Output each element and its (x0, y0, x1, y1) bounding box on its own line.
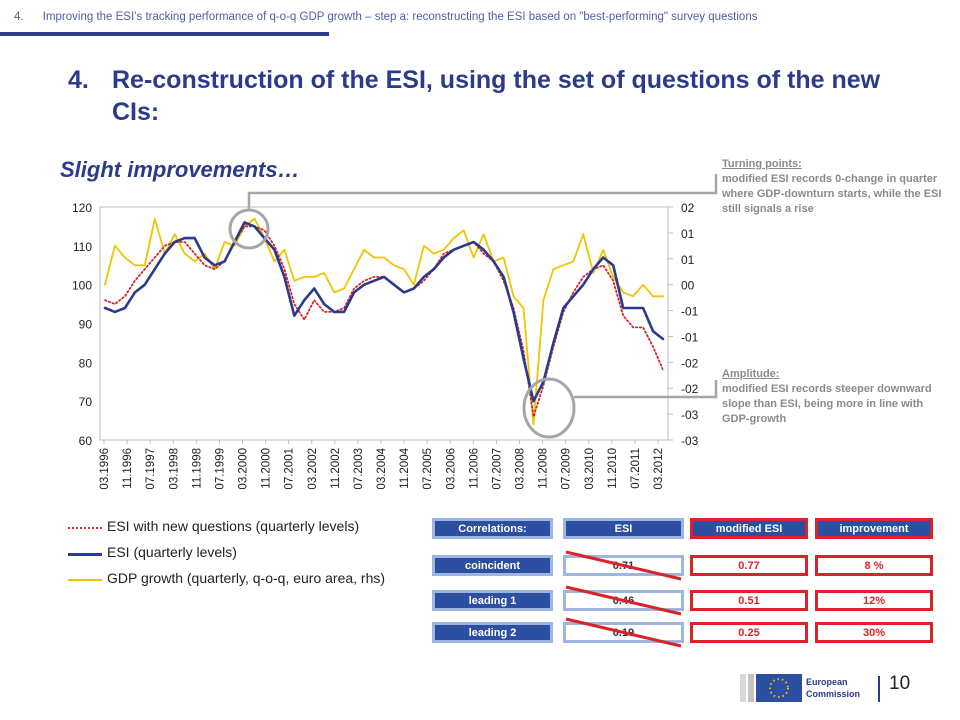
corr-improvement-leading2: 30% (815, 622, 933, 643)
left-tick-label: 80 (79, 356, 93, 370)
x-tick-label: 03.2000 (238, 448, 250, 490)
turning-points-note: Turning points: modified ESI records 0-c… (722, 157, 944, 217)
corr-improvement-coincident: 8 % (815, 555, 933, 576)
corr-improvement-leading1: 12% (815, 590, 933, 611)
left-tick-label: 120 (72, 201, 92, 215)
corr-esi-leading1: 0.46 (563, 590, 684, 611)
x-tick-label: 07.2001 (284, 448, 296, 490)
right-tick-label: 02 (681, 201, 695, 215)
legend-label-gdp: GDP growth (quarterly, q-o-q, euro area,… (107, 570, 386, 586)
corr-header-label: Correlations: (432, 518, 553, 539)
top-header-bar: 4. Improving the ESI’s tracking performa… (0, 0, 960, 36)
turning-point-callout-line (247, 174, 718, 210)
x-tick-label: 07.1999 (214, 448, 226, 490)
footer-separator (878, 676, 880, 702)
header-underline (0, 32, 329, 36)
left-tick-label: 100 (72, 279, 92, 293)
turning-points-heading: Turning points: (722, 158, 802, 170)
series-line-modified-esi (104, 225, 664, 418)
x-tick-label: 03.2010 (584, 448, 596, 490)
corr-row-label-coincident: coincident (432, 555, 553, 576)
x-tick-label: 03.2002 (307, 448, 319, 490)
x-tick-label: 11.1998 (191, 448, 203, 489)
left-tick-label: 90 (79, 318, 93, 332)
right-tick-label: -01 (681, 305, 699, 319)
legend-item-esi: ESI (quarterly levels) (68, 543, 438, 563)
corr-header-esi: ESI (563, 518, 684, 539)
page-number: 10 (889, 673, 911, 694)
x-tick-label: 07.2007 (491, 448, 503, 490)
european-commission-logo: European Commission (740, 673, 870, 708)
x-tick-label: 11.2006 (468, 448, 480, 489)
legend-item-modified-esi: ESI with new questions (quarterly levels… (68, 517, 438, 537)
series-line-gdp (104, 217, 664, 426)
x-tick-label: 07.2005 (422, 448, 434, 490)
breadcrumb: 4. Improving the ESI’s tracking performa… (14, 11, 758, 23)
x-tick-label: 07.1997 (145, 448, 157, 490)
left-tick-label: 60 (79, 434, 93, 448)
legend-swatch-modified-esi (68, 527, 102, 529)
x-tick-label: 11.2008 (538, 448, 550, 489)
right-tick-label: -02 (681, 382, 699, 396)
corr-header-improvement: improvement (815, 518, 933, 539)
x-tick-label: 11.2000 (261, 448, 273, 489)
slide-subtitle: Slight improvements… (60, 157, 300, 182)
left-tick-label: 70 (79, 395, 93, 409)
logo-text-commission: Commission (806, 689, 860, 699)
right-tick-label: 01 (681, 253, 695, 267)
amplitude-circle (522, 377, 576, 439)
right-tick-label: -01 (681, 330, 699, 344)
corr-esi-coincident: 0.71 (563, 555, 684, 576)
logo-text-european: European (806, 677, 848, 687)
legend-label-modified-esi: ESI with new questions (quarterly levels… (107, 518, 360, 534)
corr-modified-leading2: 0.25 (690, 622, 808, 643)
x-tick-label: 03.2004 (376, 447, 388, 489)
corr-modified-coincident: 0.77 (690, 555, 808, 576)
right-tick-label: -03 (681, 408, 699, 422)
eu-flag-icon: European Commission (740, 674, 860, 702)
amplitude-callout-line (574, 380, 718, 399)
slide-title-text: Re-construction of the ESI, using the se… (112, 66, 881, 126)
right-tick-label: -03 (681, 434, 699, 448)
corr-esi-leading2: 0.19 (563, 622, 684, 643)
x-tick-label: 11.2004 (399, 447, 411, 488)
turning-points-text: modified ESI records 0-change in quarter… (722, 173, 942, 215)
right-tick-label: 01 (681, 227, 695, 241)
amplitude-heading: Amplitude: (722, 368, 780, 380)
legend-swatch-gdp (68, 579, 102, 581)
x-tick-label: 07.2009 (561, 448, 573, 490)
left-tick-label: 110 (73, 240, 92, 254)
corr-row-label-leading1: leading 1 (432, 590, 553, 611)
x-tick-label: 07.2003 (353, 448, 365, 490)
x-tick-label: 03.1998 (168, 448, 180, 490)
x-tick-label: 03.1996 (99, 448, 111, 490)
x-tick-label: 11.2002 (330, 448, 342, 489)
x-tick-label: 11.1996 (122, 448, 134, 489)
x-tick-label: 11.2010 (607, 448, 619, 489)
corr-header-modified: modified ESI (690, 518, 808, 539)
corr-modified-leading1: 0.51 (690, 590, 808, 611)
corr-row-label-leading2: leading 2 (432, 622, 553, 643)
legend-label-esi: ESI (quarterly levels) (107, 544, 237, 560)
slide-title-number: 4. (68, 66, 89, 94)
series-line-esi (103, 221, 665, 403)
legend-swatch-esi (68, 553, 102, 556)
right-tick-label: 00 (681, 279, 695, 293)
right-tick-label: -02 (681, 356, 699, 370)
legend-item-gdp: GDP growth (quarterly, q-o-q, euro area,… (68, 569, 438, 589)
plot-frame (99, 206, 669, 441)
x-tick-label: 07.2011 (630, 448, 642, 489)
amplitude-note: Amplitude: modified ESI records steeper … (722, 367, 937, 427)
x-tick-label: 03.2012 (653, 448, 665, 490)
x-tick-label: 03.2006 (445, 448, 457, 490)
x-tick-label: 03.2008 (515, 448, 527, 490)
amplitude-text: modified ESI records steeper downward sl… (722, 383, 932, 425)
